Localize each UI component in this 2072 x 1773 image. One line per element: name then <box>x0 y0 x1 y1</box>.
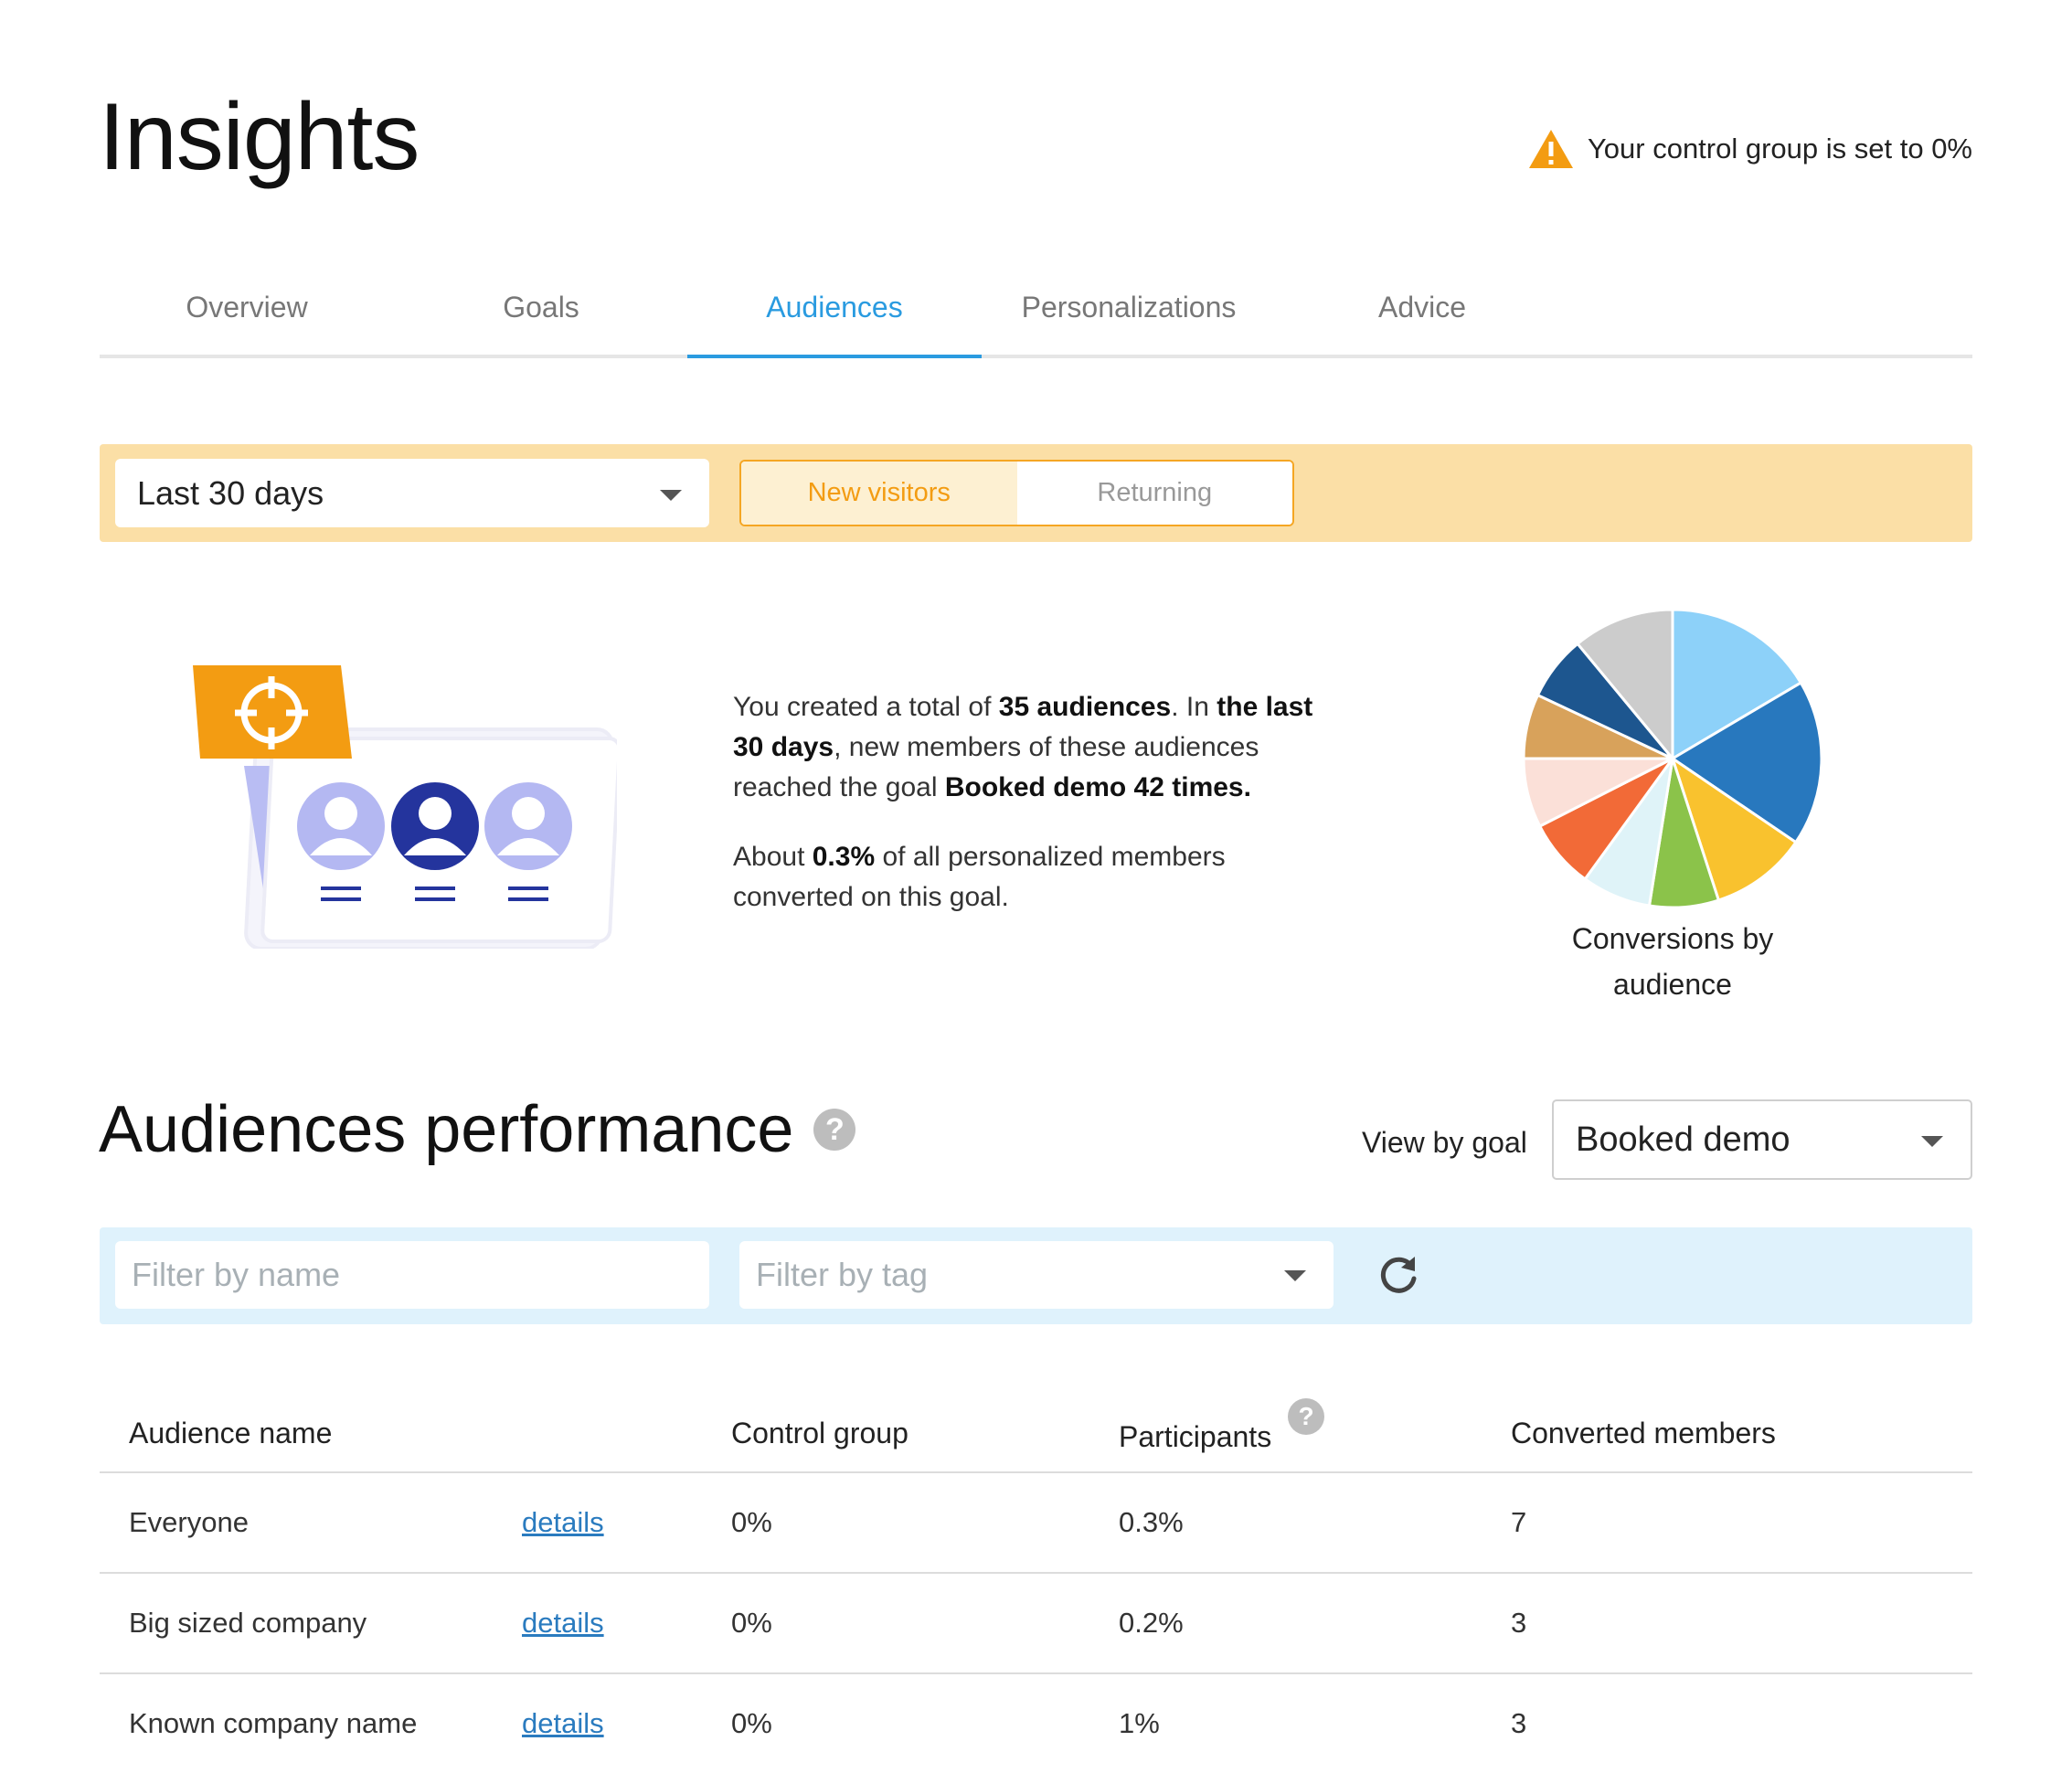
control-group-value: 0% <box>731 1707 772 1739</box>
pie-slice <box>1670 755 1798 902</box>
active-tab-indicator <box>687 355 982 358</box>
participants-value: 0.3% <box>1119 1506 1184 1538</box>
control-group-warning: Your control group is set to 0% <box>1527 128 1972 170</box>
filter-by-tag-placeholder: Filter by tag <box>756 1256 929 1293</box>
converted-value: 3 <box>1511 1707 1527 1739</box>
date-range-select[interactable]: Last 30 days <box>115 459 709 527</box>
table-row: Big sized company details 0% 0.2% 3 <box>100 1574 1972 1674</box>
warning-icon <box>1528 130 1573 168</box>
visitor-type-toggle: New visitors Returning <box>739 460 1294 526</box>
tab-bar: Overview Goals Audiences Personalization… <box>100 274 1972 358</box>
chevron-down-icon <box>1284 1270 1306 1281</box>
converted-value: 3 <box>1511 1607 1527 1639</box>
refresh-icon[interactable] <box>1375 1251 1422 1299</box>
performance-title-text: Audiences performance <box>99 1093 794 1166</box>
warning-text: Your control group is set to 0% <box>1587 133 1972 165</box>
target-flag-icon <box>193 665 352 759</box>
new-visitors-option[interactable]: New visitors <box>741 462 1017 525</box>
header-audience-name[interactable]: Audience name <box>129 1417 333 1449</box>
converted-value: 7 <box>1511 1506 1527 1538</box>
summary-paragraph-2: About 0.3% of all personalized members c… <box>733 842 1226 912</box>
filter-bar: Last 30 days New visitors Returning <box>100 444 1972 542</box>
audience-name: Known company name <box>129 1707 418 1739</box>
control-group-value: 0% <box>731 1506 772 1538</box>
participants-value: 0.2% <box>1119 1607 1184 1639</box>
goal-select-value: Booked demo <box>1576 1120 1790 1159</box>
table-row: Known company name details 0% 1% 3 <box>100 1674 1972 1773</box>
tab-advice[interactable]: Advice <box>1377 291 1467 324</box>
audience-name: Big sized company <box>129 1607 367 1639</box>
pie-slice <box>1671 608 1803 761</box>
audiences-illustration <box>193 665 617 949</box>
audience-filter-bar: Filter by tag <box>100 1227 1972 1324</box>
tab-personalizations[interactable]: Personalizations <box>1021 291 1237 324</box>
participants-value: 1% <box>1119 1707 1160 1739</box>
help-icon[interactable]: ? <box>813 1109 856 1151</box>
summary-paragraph-1: You created a total of 35 audiences. In … <box>733 692 1313 802</box>
table-header: Audience name Control group Participants… <box>100 1398 1972 1473</box>
goal-select[interactable]: Booked demo <box>1552 1099 1972 1180</box>
header-converted-members[interactable]: Converted members <box>1511 1417 1776 1449</box>
tab-goals[interactable]: Goals <box>503 291 579 324</box>
avatar-left-icon <box>297 782 385 870</box>
avatar-center-icon <box>391 782 479 870</box>
pie-slice <box>1575 608 1674 763</box>
audience-name: Everyone <box>129 1506 249 1538</box>
filter-by-tag-select[interactable]: Filter by tag <box>739 1241 1334 1309</box>
participants-help-icon[interactable]: ? <box>1288 1398 1324 1435</box>
pie-caption: Conversions by audience <box>1571 922 1774 1001</box>
avatar-right-icon <box>484 782 572 870</box>
filter-by-name-input[interactable] <box>115 1241 709 1309</box>
tab-audiences[interactable]: Audiences <box>766 291 903 324</box>
details-link[interactable]: details <box>522 1607 604 1639</box>
header-control-group[interactable]: Control group <box>731 1417 908 1449</box>
details-link[interactable]: details <box>522 1707 604 1739</box>
details-link[interactable]: details <box>522 1506 604 1538</box>
date-range-value: Last 30 days <box>137 473 324 512</box>
control-group-value: 0% <box>731 1607 772 1639</box>
page-title: Insights <box>99 84 420 190</box>
returning-option[interactable]: Returning <box>1016 462 1292 525</box>
tab-overview[interactable]: Overview <box>186 291 308 324</box>
chevron-down-icon <box>1921 1136 1943 1147</box>
conversions-pie-chart <box>1522 608 1823 909</box>
summary-text: You created a total of 35 audiences. In … <box>733 687 1318 947</box>
performance-title: Audiences performance ? <box>99 1093 856 1166</box>
view-by-goal-label: View by goal <box>1362 1126 1527 1159</box>
pie-slice <box>1670 680 1823 844</box>
table-row: Everyone details 0% 0.3% 7 <box>100 1473 1972 1574</box>
chevron-down-icon <box>660 490 682 501</box>
header-participants[interactable]: Participants <box>1119 1420 1272 1453</box>
